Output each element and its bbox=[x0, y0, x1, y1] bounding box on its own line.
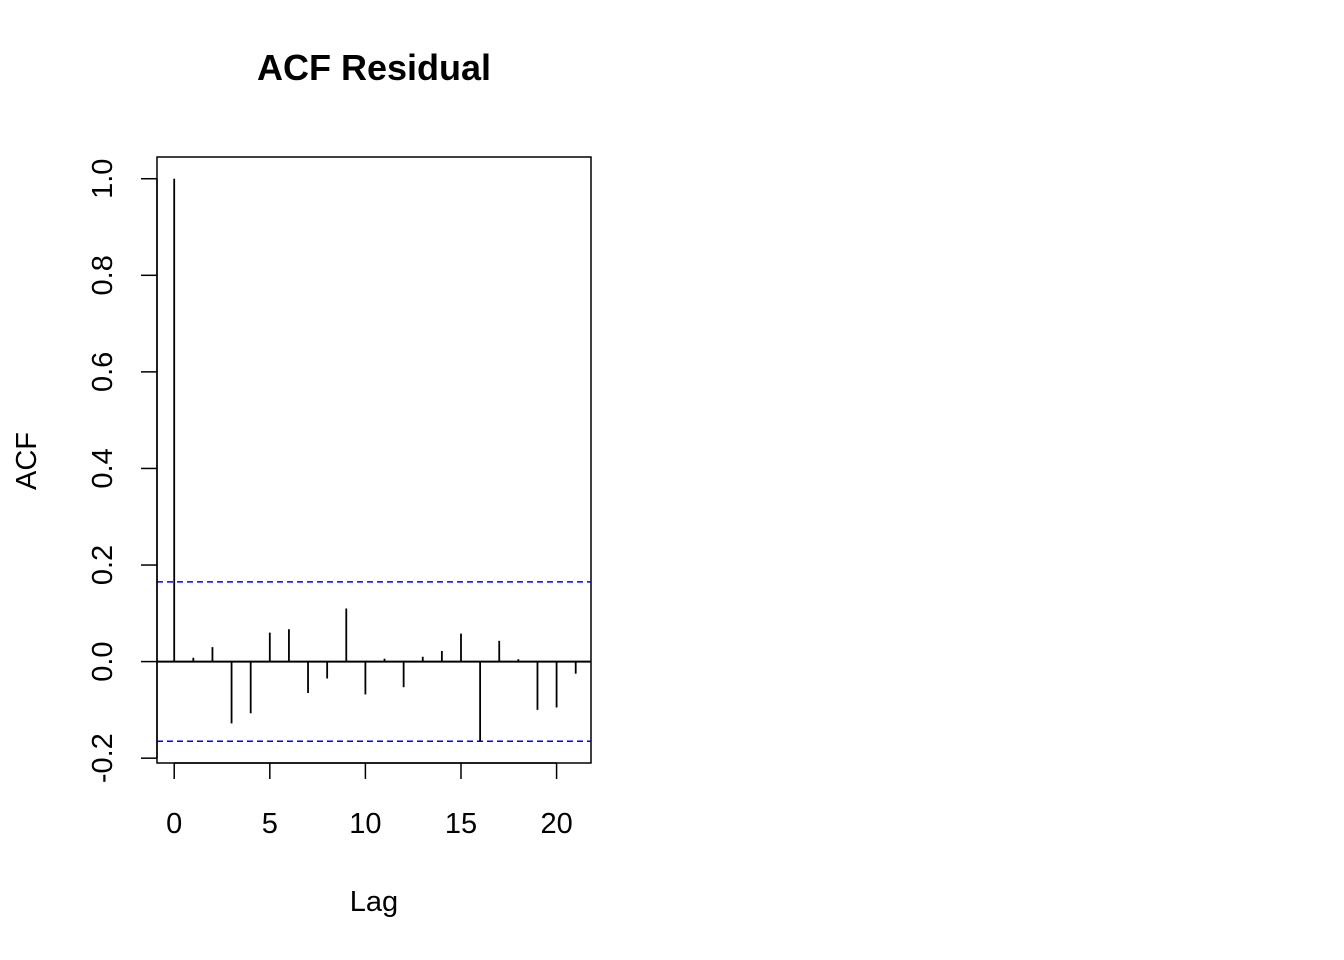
x-axis: 0 5 10 15 20 bbox=[166, 762, 573, 840]
y-tick-label: 0.8 bbox=[87, 255, 119, 295]
plot-frame bbox=[156, 156, 592, 764]
y-tick-label: 0.4 bbox=[87, 448, 119, 488]
chart-title: ACF Residual bbox=[257, 47, 491, 88]
x-tick-label: 0 bbox=[166, 808, 182, 840]
y-tick-label: 0.6 bbox=[87, 352, 119, 392]
y-tick-label: 0.0 bbox=[87, 641, 119, 681]
y-axis: -0.2 0.0 0.2 0.4 0.6 0.8 1.0 bbox=[87, 159, 158, 783]
x-tick-label: 10 bbox=[349, 808, 381, 840]
x-tick-label: 5 bbox=[262, 808, 278, 840]
y-tick-label: 1.0 bbox=[87, 159, 119, 199]
x-tick-label: 20 bbox=[540, 808, 572, 840]
x-axis-label: Lag bbox=[350, 886, 398, 918]
y-tick-label: -0.2 bbox=[87, 733, 119, 783]
x-tick-label: 15 bbox=[445, 808, 477, 840]
y-axis-label: ACF bbox=[11, 432, 43, 490]
plot-area bbox=[157, 178, 591, 743]
y-tick-label: 0.2 bbox=[87, 545, 119, 585]
